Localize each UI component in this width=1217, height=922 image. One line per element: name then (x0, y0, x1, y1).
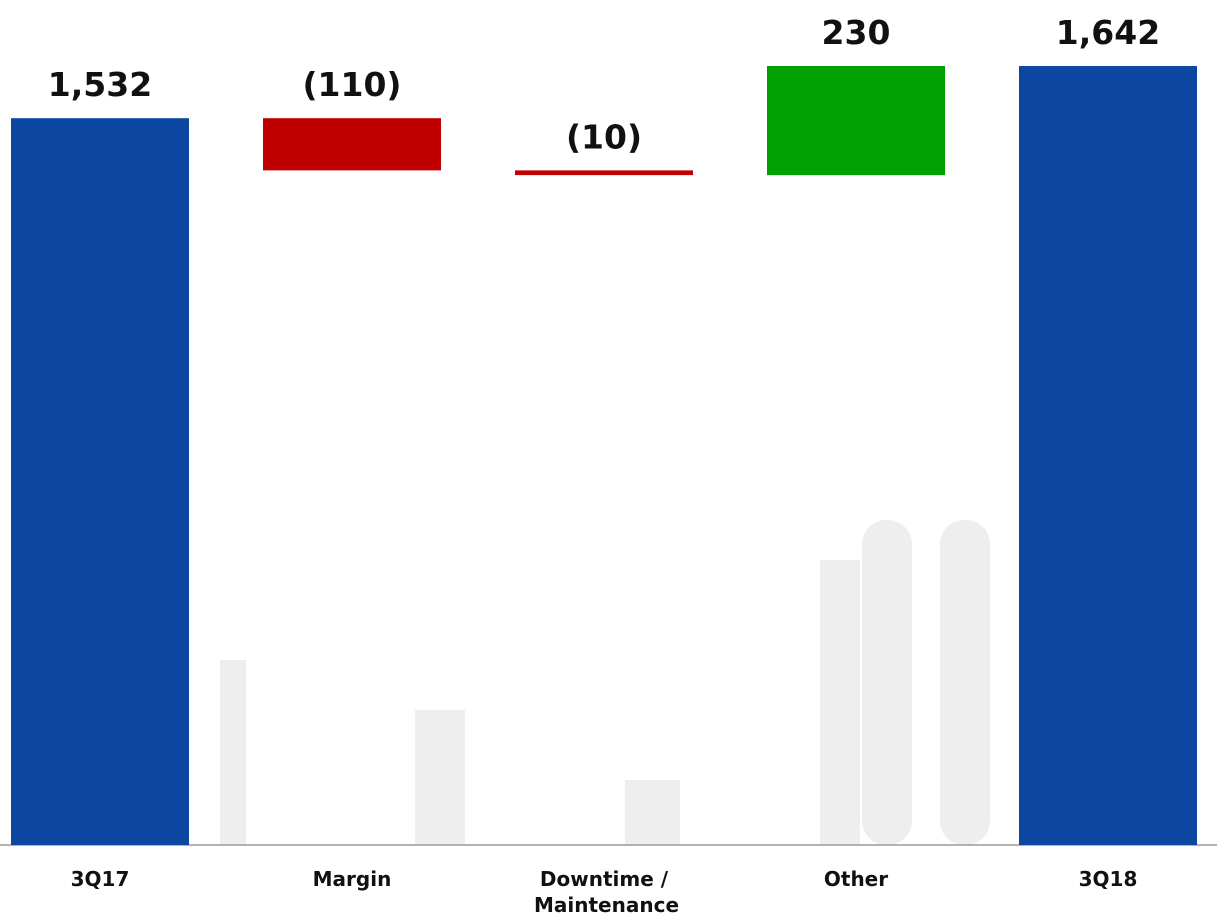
category-label: 3Q18 (1078, 867, 1138, 891)
value-label: (110) (302, 65, 401, 104)
category-label: Downtime / Maintenance (534, 867, 680, 917)
bar (515, 170, 693, 176)
category-label: 3Q17 (70, 867, 130, 891)
bar (11, 118, 189, 846)
background-art (220, 520, 990, 845)
value-label: 230 (822, 13, 891, 52)
category-label: Margin (312, 867, 392, 891)
bar (1019, 66, 1197, 845)
value-label: (10) (566, 117, 642, 156)
category-label: Other (823, 867, 889, 891)
bar (263, 118, 441, 171)
bar (767, 66, 945, 176)
value-label: 1,532 (48, 65, 152, 104)
value-label: 1,642 (1056, 13, 1160, 52)
